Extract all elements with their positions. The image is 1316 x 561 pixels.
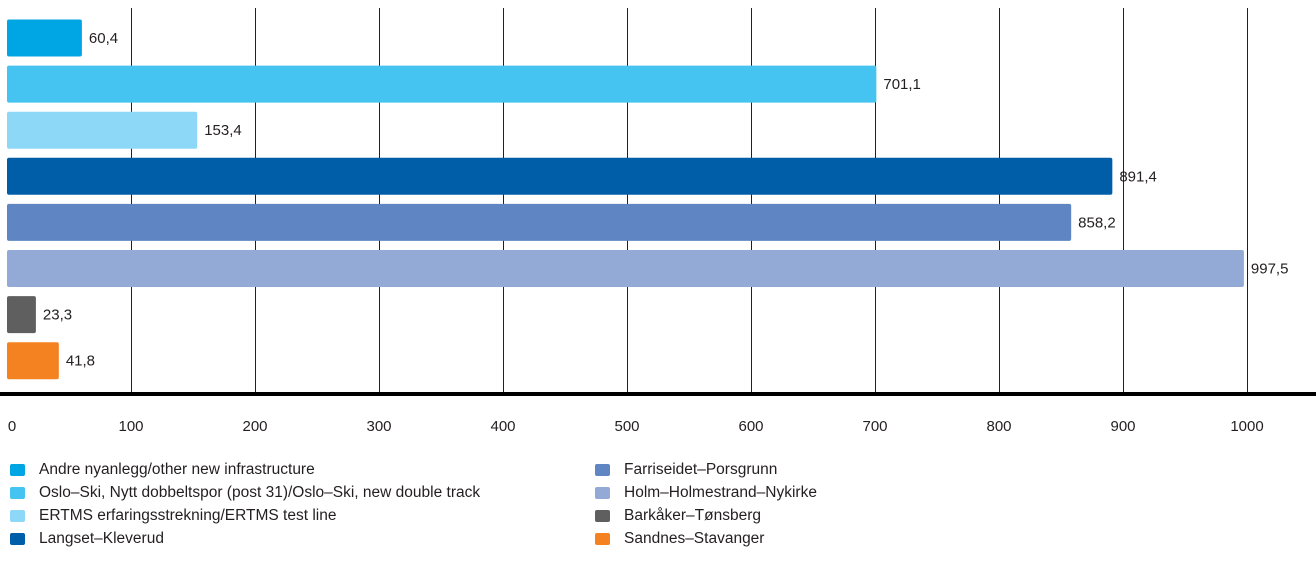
- legend-column-left: Andre nyanlegg/other new infrastructure O…: [10, 458, 480, 550]
- x-tick-label: 500: [614, 418, 639, 435]
- x-tick-label: 300: [366, 418, 391, 435]
- legend-label: Farriseidet–Porsgrunn: [624, 460, 778, 478]
- legend-label: ERTMS erfaringsstrekning/ERTMS test line: [39, 506, 337, 524]
- bar: [7, 111, 198, 149]
- legend-swatch: [10, 509, 25, 522]
- bar-value-label: 701,1: [883, 76, 921, 93]
- legend-label: Oslo–Ski, Nytt dobbeltspor (post 31)/Osl…: [39, 483, 481, 501]
- legend: Andre nyanlegg/other new infrastructure O…: [10, 458, 1310, 558]
- bar: [7, 296, 36, 334]
- legend-swatch: [595, 532, 610, 545]
- legend-item: Langset–Kleverud: [10, 527, 480, 550]
- legend-label: Andre nyanlegg/other new infrastructure: [39, 460, 315, 478]
- legend-label: Langset–Kleverud: [39, 529, 164, 547]
- legend-item: Andre nyanlegg/other new infrastructure: [10, 458, 480, 481]
- bar-value-label: 41,8: [66, 353, 95, 370]
- bar-value-label: 858,2: [1078, 214, 1116, 231]
- legend-swatch: [10, 532, 25, 545]
- bar: [7, 19, 82, 57]
- x-tick-label: 0: [8, 418, 16, 435]
- x-tick-label: 100: [118, 418, 143, 435]
- bar-chart: 60,4 701,1 153,4 891,4 858,2 997,5 23,3 41,8 0 1…: [0, 8, 1316, 435]
- bar: [7, 203, 1072, 241]
- bar: [7, 157, 1113, 195]
- bar-value-labels: 60,4 701,1 153,4 891,4 858,2 997,5 23,3 41,8: [43, 30, 1289, 370]
- legend-item: Oslo–Ski, Nytt dobbeltspor (post 31)/Osl…: [10, 481, 480, 504]
- bar: [7, 342, 59, 380]
- legend-item: Holm–Holmestrand–Nykirke: [595, 481, 817, 504]
- legend-swatch: [10, 486, 25, 499]
- x-tick-label: 200: [242, 418, 267, 435]
- bar: [7, 65, 877, 103]
- bars: [7, 19, 1244, 380]
- x-tick-label: 600: [738, 418, 763, 435]
- x-tick-label: 400: [490, 418, 515, 435]
- bar-value-label: 153,4: [204, 122, 242, 139]
- bar-value-label: 891,4: [1119, 168, 1157, 185]
- bar: [7, 250, 1244, 287]
- legend-swatch: [10, 463, 25, 476]
- legend-label: Holm–Holmestrand–Nykirke: [624, 483, 817, 501]
- x-axis-tick-labels: 0 100 200 300 400 500 600 700 800 900 1000: [8, 418, 1264, 435]
- legend-swatch: [595, 463, 610, 476]
- x-tick-label: 800: [986, 418, 1011, 435]
- bar-value-label: 60,4: [89, 30, 118, 47]
- x-tick-label: 1000: [1230, 418, 1263, 435]
- x-tick-label: 900: [1110, 418, 1135, 435]
- legend-column-right: Farriseidet–Porsgrunn Holm–Holmestrand–Ny…: [595, 458, 817, 550]
- legend-item: ERTMS erfaringsstrekning/ERTMS test line: [10, 504, 480, 527]
- legend-swatch: [595, 486, 610, 499]
- legend-label: Barkåker–Tønsberg: [624, 506, 761, 524]
- legend-swatch: [595, 509, 610, 522]
- legend-item: Farriseidet–Porsgrunn: [595, 458, 817, 481]
- bar-value-label: 997,5: [1251, 261, 1289, 278]
- x-tick-label: 700: [862, 418, 887, 435]
- legend-item: Barkåker–Tønsberg: [595, 504, 817, 527]
- bar-value-label: 23,3: [43, 307, 72, 324]
- legend-label: Sandnes–Stavanger: [624, 529, 765, 547]
- legend-item: Sandnes–Stavanger: [595, 527, 817, 550]
